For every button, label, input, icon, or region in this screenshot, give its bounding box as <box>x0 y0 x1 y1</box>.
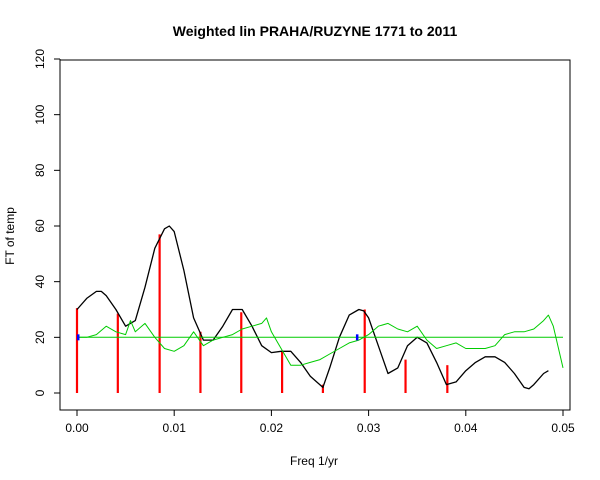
chart-title: Weighted lin PRAHA/RUZYNE 1771 to 2011 <box>173 23 458 39</box>
green-curve <box>77 314 564 369</box>
x-tick-label: 0.03 <box>357 421 381 435</box>
y-axis-label: FT of temp <box>3 207 17 265</box>
x-tick-label: 0.05 <box>551 421 575 435</box>
x-tick-label: 0.01 <box>163 421 187 435</box>
y-tick-label: 80 <box>33 163 47 177</box>
y-axis: 0 20 40 60 80 100 120 <box>33 49 61 396</box>
x-tick-label: 0.02 <box>260 421 284 435</box>
y-tick-label: 120 <box>33 49 47 69</box>
x-tick-label: 0.04 <box>454 421 478 435</box>
x-axis: 0.00 0.01 0.02 0.03 0.04 0.05 <box>65 409 575 435</box>
blue-marker <box>76 334 80 341</box>
y-tick-label: 0 <box>33 389 47 396</box>
y-tick-label: 100 <box>33 104 47 124</box>
y-tick-label: 20 <box>33 330 47 344</box>
series-group <box>76 225 564 390</box>
x-tick-label: 0.00 <box>65 421 89 435</box>
x-axis-label: Freq 1/yr <box>290 454 338 468</box>
y-tick-label: 40 <box>33 275 47 289</box>
blue-markers <box>76 334 359 341</box>
red-vertical-lines <box>75 234 449 393</box>
blue-marker <box>355 334 359 341</box>
y-tick-label: 60 <box>33 219 47 233</box>
black-curve <box>76 225 549 390</box>
plot-frame <box>59 59 571 411</box>
